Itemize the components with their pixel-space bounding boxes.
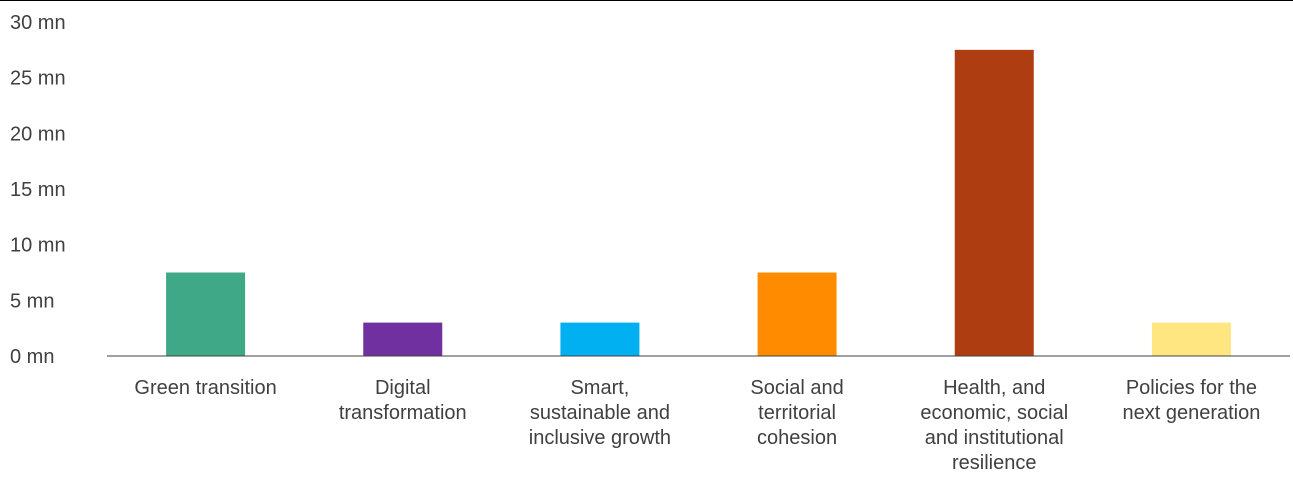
y-tick-label: 15 mn xyxy=(10,179,66,201)
bar xyxy=(757,272,837,356)
x-category-label: transformation xyxy=(339,402,467,424)
x-category-label: and institutional xyxy=(925,427,1064,449)
y-tick-label: 25 mn xyxy=(10,68,66,90)
x-category-label: sustainable and xyxy=(530,402,670,424)
x-category-label: Green transition xyxy=(134,377,276,399)
x-category-label: resilience xyxy=(952,452,1036,474)
x-category-label: Smart, xyxy=(570,377,629,399)
x-category-label: Policies for the xyxy=(1126,377,1257,399)
x-category-label: territorial xyxy=(758,402,836,424)
x-category-label: next generation xyxy=(1122,402,1260,424)
x-category-label: economic, social xyxy=(920,402,1068,424)
bar xyxy=(363,322,443,356)
y-tick-label: 10 mn xyxy=(10,235,66,257)
y-tick-label: 5 mn xyxy=(10,290,54,312)
x-category-label: Digital xyxy=(375,377,431,399)
x-category-label: Health, and xyxy=(943,377,1045,399)
x-category-label: cohesion xyxy=(757,427,837,449)
bar xyxy=(954,49,1034,356)
bar xyxy=(166,272,246,356)
y-tick-label: 0 mn xyxy=(10,346,54,368)
x-category-label: Social and xyxy=(750,377,843,399)
top-rule xyxy=(0,0,1293,1)
x-category-label: inclusive growth xyxy=(529,427,671,449)
bar xyxy=(1151,322,1231,356)
y-tick-label: 20 mn xyxy=(10,123,66,145)
y-tick-label: 30 mn xyxy=(10,12,66,34)
bar xyxy=(560,322,640,356)
